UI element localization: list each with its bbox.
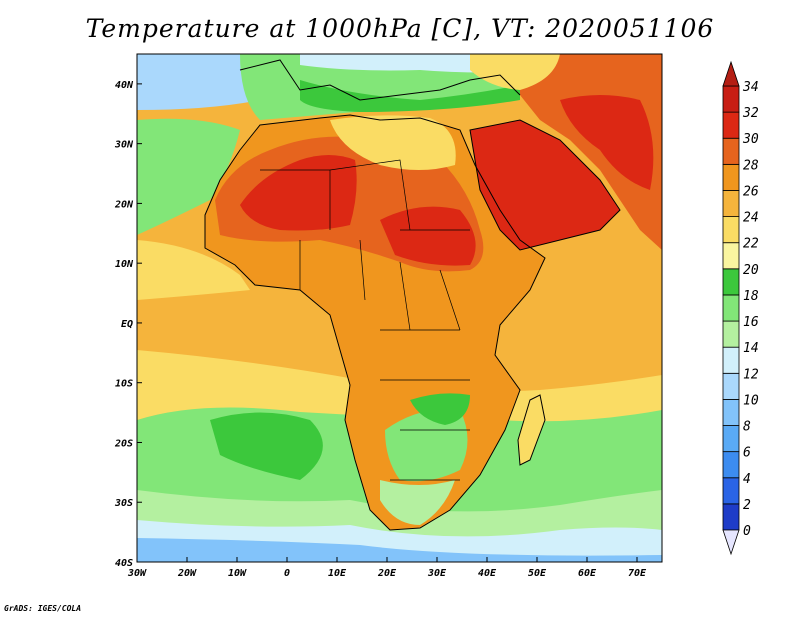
zambia-green xyxy=(410,393,470,425)
colorbar-label: 0 xyxy=(743,524,751,539)
lon-tick-label: 20W xyxy=(177,568,197,579)
country-borders xyxy=(260,159,470,481)
colorbar-label: 12 xyxy=(743,367,759,382)
lat-tick-label: 10N xyxy=(115,259,134,270)
colorbar-label: 6 xyxy=(743,446,751,461)
lat-tick-label: 20S xyxy=(114,438,133,449)
arabia-land xyxy=(470,120,620,250)
lat-tick-label: 30S xyxy=(114,498,133,509)
lat-tick-label: 10S xyxy=(115,379,133,390)
lon-tick-label: 10W xyxy=(228,568,247,579)
arabia-coastline xyxy=(469,119,621,251)
colorbar-label: 26 xyxy=(743,184,759,199)
colorbar-swatch xyxy=(722,346,740,374)
colorbar-swatch xyxy=(722,425,740,453)
colorbar-label: 24 xyxy=(743,211,759,226)
colorbar-swatch xyxy=(722,320,740,348)
colorbar-label: 10 xyxy=(743,393,759,408)
lat-tick-label: 30N xyxy=(114,140,134,151)
colorbar-swatch xyxy=(722,163,740,191)
colorbar-swatch xyxy=(722,242,740,270)
madagascar xyxy=(518,395,545,465)
colorbar-label: 16 xyxy=(743,315,759,330)
lon-tick-label: 30E xyxy=(427,568,447,579)
colorbar-swatch xyxy=(722,503,740,531)
europe-coastline xyxy=(239,59,521,101)
lon-tick-label: 20E xyxy=(377,568,397,579)
colorbar-label: 8 xyxy=(743,420,751,435)
sudan-core xyxy=(380,206,476,266)
colorbar-swatch xyxy=(722,111,740,139)
plot-frame xyxy=(136,53,663,563)
colorbar-swatch xyxy=(722,268,740,296)
africa-coastline xyxy=(204,114,546,531)
colorbar-swatch xyxy=(722,294,740,322)
ocean-band-yellow-atl xyxy=(137,240,250,300)
lat-ticks: 40N 30N 20N 10N EQ 10S 20S 30S 40S xyxy=(114,80,142,569)
colorbar-swatch xyxy=(722,137,740,165)
lon-tick-label: 0 xyxy=(284,568,290,579)
colorbar-swatch xyxy=(722,85,740,113)
turkey-cool xyxy=(470,54,560,90)
colorbar-swatch xyxy=(722,451,740,479)
colorbar-label: 20 xyxy=(743,263,759,278)
lon-tick-label: 40E xyxy=(478,568,497,579)
lon-tick-label: 10E xyxy=(328,568,347,579)
iran-core xyxy=(560,95,654,190)
colorbar-over-arrow xyxy=(722,60,740,87)
ocean-band-north-green xyxy=(137,118,240,235)
ocean-band-blue xyxy=(137,538,662,562)
colorbar-swatch xyxy=(722,372,740,400)
colorbar-swatch xyxy=(722,477,740,505)
lat-tick-label: 20N xyxy=(114,199,134,210)
colorbar-label: 18 xyxy=(743,289,759,304)
plot-area xyxy=(137,54,662,562)
colorbar-label: 4 xyxy=(743,472,751,487)
colorbar-label: 22 xyxy=(743,237,759,252)
colorbar-label: 34 xyxy=(742,80,759,95)
colorbar-label: 28 xyxy=(743,158,759,173)
lat-tick-label: EQ xyxy=(121,319,133,330)
lon-tick-label: 30W xyxy=(127,568,147,579)
south-africa-lightgreen xyxy=(380,480,455,525)
lat-tick-label: 40N xyxy=(115,80,134,91)
ocean-band-deepgreen xyxy=(210,412,323,480)
colorbar-swatch xyxy=(722,190,740,217)
madagascar-coastline xyxy=(517,394,546,466)
sahara-core xyxy=(240,155,357,231)
mediterranean-dark xyxy=(300,80,520,112)
southern-africa-green xyxy=(385,409,468,482)
north-africa-warm xyxy=(330,115,456,170)
lon-tick-label: 70E xyxy=(628,568,647,579)
colorbar-label: 30 xyxy=(742,132,759,147)
lon-tick-label: 50E xyxy=(528,568,547,579)
lat-tick-label: 40S xyxy=(115,558,133,569)
colorbar-swatch xyxy=(722,216,740,244)
colorbar-label: 32 xyxy=(742,106,759,121)
lon-ticks: 30W 20W 10W 0 10E 20E 30E 40E 50E 60E 70E xyxy=(127,557,647,579)
colorbar-swatch xyxy=(722,399,740,426)
colorbar-label: 14 xyxy=(743,341,759,356)
map-title: Temperature at 1000hPa [C], VT: 20200511… xyxy=(85,14,715,43)
colorbar-under-arrow xyxy=(722,529,740,556)
lon-tick-label: 60E xyxy=(578,568,597,579)
credit-text: GrADS: IGES/COLA xyxy=(4,604,82,613)
colorbar-label: 2 xyxy=(743,498,751,513)
